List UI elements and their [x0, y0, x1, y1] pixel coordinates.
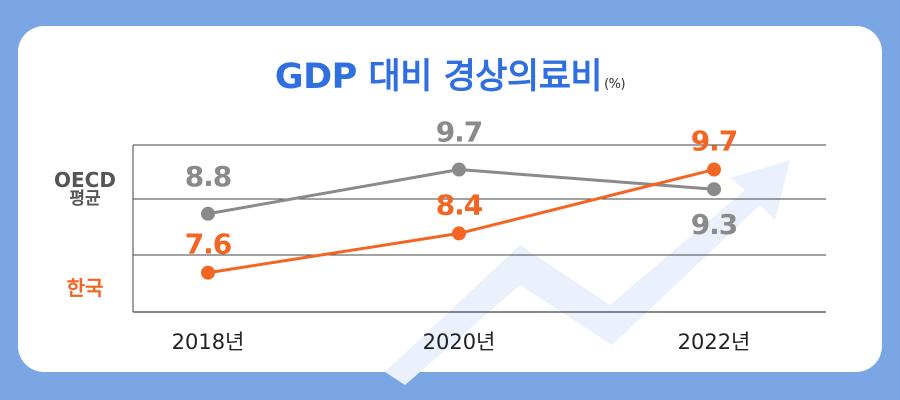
grid [132, 144, 826, 313]
data-point [452, 162, 466, 177]
data-point [452, 226, 466, 241]
legend-korea: 한국 [66, 276, 104, 300]
data-point [707, 162, 721, 177]
series-layer [201, 162, 721, 280]
title-text: GDP 대비 경상의료비 [274, 57, 603, 97]
data-point [707, 182, 721, 197]
data-label: 9.7 [436, 116, 483, 149]
x-tick-label: 2020년 [423, 330, 496, 354]
data-label: 8.8 [185, 160, 232, 193]
trend-arrow-icon [385, 160, 790, 385]
chart-title: GDP 대비 경상의료비 (%) [0, 48, 900, 99]
title-unit: (%) [604, 77, 626, 92]
data-label: 9.3 [691, 208, 738, 241]
data-label: 7.6 [185, 228, 232, 261]
data-label: 9.7 [691, 125, 738, 158]
data-label: 8.4 [436, 188, 483, 221]
label-layer: 2018년 2020년 2022년 8.8 9.7 9.3 7.6 8.4 9.7 [172, 116, 751, 354]
x-tick-label: 2022년 [678, 330, 751, 354]
x-tick-label: 2018년 [172, 330, 245, 354]
data-point [201, 265, 215, 280]
legend-oecd: OECD 평균 [54, 168, 116, 209]
data-point [201, 206, 215, 221]
